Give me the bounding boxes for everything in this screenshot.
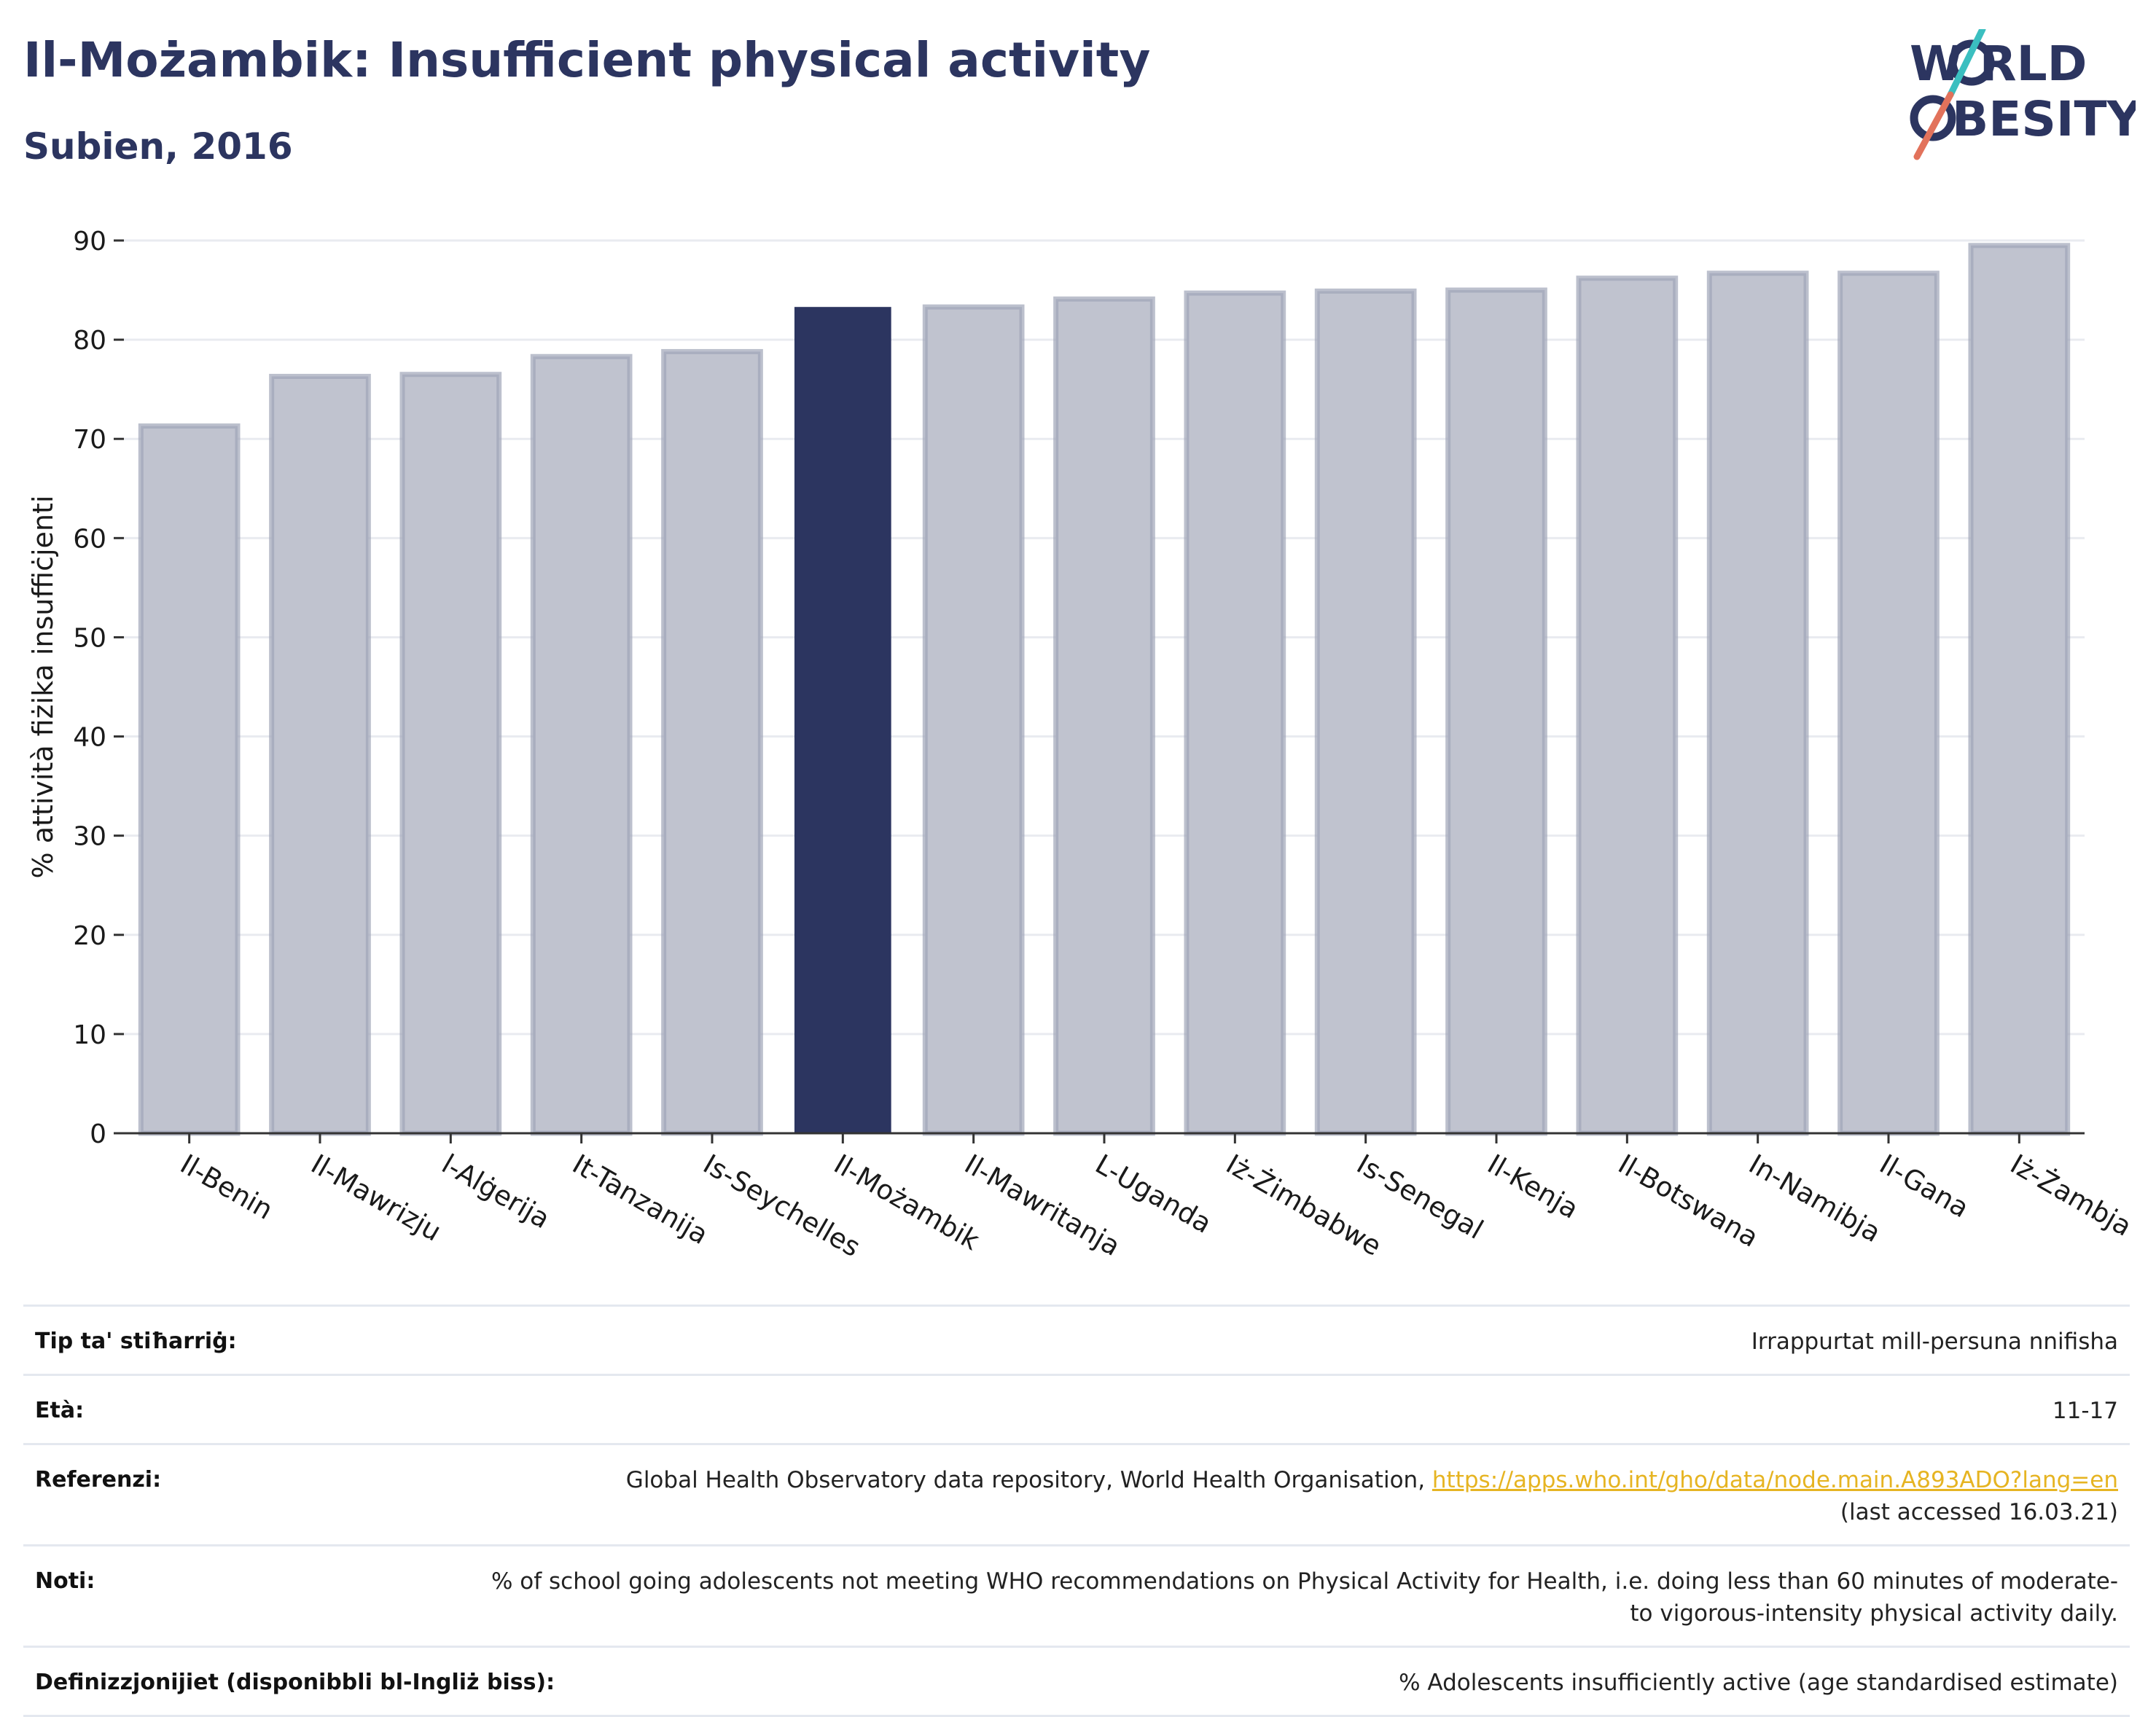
world-obesity-logo: W RLD BESITY — [1910, 29, 2136, 160]
logo-line-world: W RLD — [1910, 36, 2087, 92]
meta-row-notes: Noti: % of school going adolescents not … — [23, 1544, 2130, 1646]
definitions-value: % Adolescents insufficiently active (age… — [1399, 1670, 2118, 1696]
y-tick-label: 50 — [73, 623, 106, 653]
bar — [922, 304, 1025, 1136]
bar — [1576, 275, 1679, 1136]
meta-row-age: Età: 11-17 — [23, 1374, 2130, 1443]
page-title: Il-Możambik: Insufficient physical activ… — [23, 32, 1151, 88]
bar — [530, 353, 633, 1136]
x-tick-label: Il-Benin — [175, 1149, 278, 1227]
y-tick-label: 60 — [73, 524, 106, 554]
x-tick-label: l-Alġerija — [437, 1149, 555, 1235]
bar — [269, 373, 371, 1136]
bar — [661, 348, 763, 1136]
y-tick-label: 20 — [73, 921, 106, 951]
y-tick-label: 80 — [73, 326, 106, 356]
x-tick-label: Il-Mawrizju — [306, 1149, 447, 1248]
y-tick-label: 70 — [73, 425, 106, 455]
references-text: Global Health Observatory data repositor… — [625, 1467, 1432, 1493]
logo-o-ring-2 — [1910, 95, 1956, 141]
logo-o-ring — [1948, 39, 1995, 86]
references-label: Referenzi: — [35, 1467, 162, 1493]
references-value: Global Health Observatory data repositor… — [626, 1464, 2118, 1528]
x-tick-label: In-Namibja — [1743, 1149, 1886, 1249]
y-axis-label: % attività fiżika insuffiċjenti — [27, 496, 59, 879]
source-type-value: Irrappurtat mill-persuna nnifisha — [1751, 1329, 2118, 1355]
x-tick-label: Il-Kenja — [1483, 1149, 1584, 1225]
bar — [1706, 270, 1809, 1136]
metadata-table: Tip ta' stiħarriġ: Irrappurtat mill-pers… — [23, 1305, 2130, 1717]
bar-chart: 0 10 20 30 40 50 60 70 80 90 Il-Benin Il-Mawrizjul… — [27, 227, 2137, 1263]
meta-row-references: Referenzi: Global Health Observatory dat… — [23, 1443, 2130, 1544]
bar — [138, 423, 241, 1136]
logo-line-obesity: BESITY — [1952, 91, 2136, 147]
meta-row-definitions: Definizzjonijiet (disponibbli bl-Ingliż … — [23, 1646, 2130, 1717]
logo-slash-bottom — [1913, 91, 1954, 160]
bar — [1968, 243, 2071, 1136]
definitions-label: Definizzjonijiet (disponibbli bl-Ingliż … — [35, 1670, 555, 1695]
y-tick-label: 0 — [90, 1119, 106, 1149]
bars — [138, 243, 2071, 1136]
bar — [1053, 296, 1155, 1136]
bar — [1314, 288, 1417, 1136]
meta-row-source-type: Tip ta' stiħarriġ: Irrappurtat mill-pers… — [23, 1305, 2130, 1374]
bar-highlighted — [794, 307, 891, 1133]
references-link[interactable]: https://apps.who.int/gho/data/node.main.… — [1432, 1467, 2118, 1493]
bar — [1837, 270, 1940, 1136]
age-label: Età: — [35, 1398, 85, 1423]
logo-slash-top — [1947, 29, 1986, 98]
x-tick-label: Iż-Żambja — [2005, 1149, 2137, 1243]
x-tick-label: Il-Botswana — [1613, 1149, 1764, 1253]
source-type-label: Tip ta' stiħarriġ: — [35, 1329, 237, 1354]
notes-value: % of school going adolescents not meetin… — [491, 1568, 2118, 1627]
bar — [1184, 290, 1286, 1136]
y-tick-label: 90 — [73, 227, 106, 257]
bar — [399, 372, 502, 1136]
y-tick-label: 30 — [73, 822, 106, 852]
y-tick-label: 40 — [73, 723, 106, 753]
bar — [1445, 287, 1547, 1136]
x-tick-label: It-Tanzanija — [567, 1149, 714, 1251]
y-tick-label: 10 — [73, 1020, 106, 1050]
references-accessed: (last accessed 16.03.21) — [1840, 1499, 2118, 1525]
y-axis-ticks: 0 10 20 30 40 50 60 70 80 90 — [73, 227, 124, 1149]
x-tick-label: Il-Gana — [1875, 1149, 1975, 1224]
notes-label: Noti: — [35, 1568, 95, 1594]
age-value: 11-17 — [2052, 1398, 2118, 1424]
page-subtitle: Subien, 2016 — [23, 125, 293, 168]
